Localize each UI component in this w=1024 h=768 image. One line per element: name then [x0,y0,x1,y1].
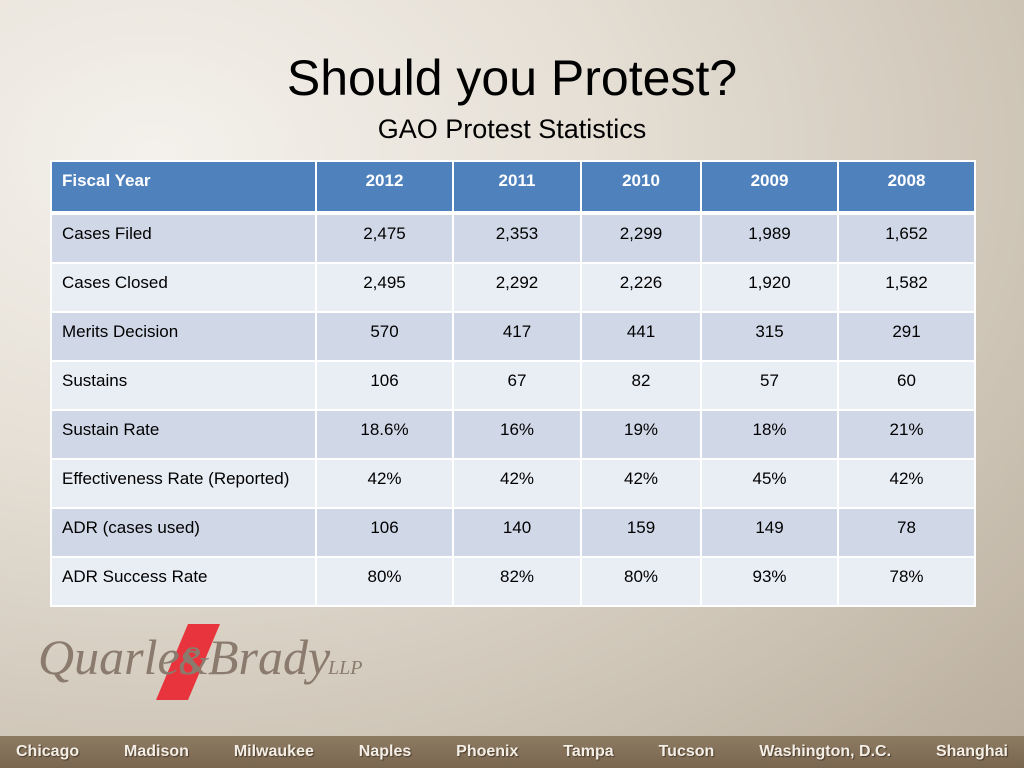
table-cell: 93% [700,556,839,607]
table-header-row: Fiscal Year 2012 2011 2010 2009 2008 [50,160,976,215]
table-cell: 21% [837,409,976,460]
table-cell: 140 [452,507,582,558]
table-row: Effectiveness Rate (Reported) 42% 42% 42… [50,458,976,509]
office-locations-bar: Chicago Madison Milwaukee Naples Phoenix… [0,736,1024,768]
row-label: Cases Filed [50,212,317,264]
table-cell: 106 [315,360,454,411]
table-cell: 315 [700,311,839,362]
table-cell: 45% [700,458,839,509]
table-cell: 80% [315,556,454,607]
table-cell: 16% [452,409,582,460]
table-cell: 42% [452,458,582,509]
logo-text-right: Brady [208,629,331,685]
table-row: Merits Decision 570 417 441 315 291 [50,311,976,362]
row-label: Merits Decision [50,311,317,362]
office-location: Tampa [563,743,614,760]
table-cell: 80% [580,556,702,607]
table-header-cell: Fiscal Year [50,160,317,215]
table-cell: 441 [580,311,702,362]
table-row: ADR Success Rate 80% 82% 80% 93% 78% [50,556,976,607]
table-cell: 417 [452,311,582,362]
row-label: Sustains [50,360,317,411]
table-cell: 159 [580,507,702,558]
row-label: Cases Closed [50,262,317,313]
table-row: Cases Closed 2,495 2,292 2,226 1,920 1,5… [50,262,976,313]
table-cell: 82 [580,360,702,411]
row-label: ADR (cases used) [50,507,317,558]
table-cell: 2,353 [452,212,582,264]
table-cell: 60 [837,360,976,411]
table-cell: 1,920 [700,262,839,313]
table-header-cell: 2010 [580,160,702,215]
table-row: ADR (cases used) 106 140 159 149 78 [50,507,976,558]
table-header-cell: 2009 [700,160,839,215]
table-cell: 106 [315,507,454,558]
table-cell: 2,495 [315,262,454,313]
table-cell: 78 [837,507,976,558]
table-header-cell: 2008 [837,160,976,215]
table-cell: 2,226 [580,262,702,313]
office-location: Phoenix [456,743,519,760]
table-row: Cases Filed 2,475 2,353 2,299 1,989 1,65… [50,212,976,264]
slide-title: Should you Protest? [286,50,738,106]
slide-subtitle: GAO Protest Statistics [377,114,647,144]
table-cell: 42% [315,458,454,509]
table-cell: 57 [700,360,839,411]
office-location: Madison [124,743,189,760]
office-location: Naples [358,743,412,760]
office-location: Washington, D.C. [759,743,892,760]
table-cell: 18% [700,409,839,460]
logo-slash [156,624,220,700]
row-label: Effectiveness Rate (Reported) [50,458,317,509]
table-header-cell: 2011 [452,160,582,215]
logo-text-left: Quarles [38,629,199,685]
office-location: Shanghai [935,743,1008,760]
office-location: Milwaukee [233,743,314,760]
table-cell: 2,299 [580,212,702,264]
table-cell: 67 [452,360,582,411]
table-cell: 1,989 [700,212,839,264]
logo-suffix: LLP [327,657,362,679]
table-cell: 2,475 [315,212,454,264]
protest-statistics-table: Fiscal Year 2012 2011 2010 2009 2008 Cas… [50,160,976,607]
table-cell: 570 [315,311,454,362]
table-cell: 1,582 [837,262,976,313]
table-row: Sustain Rate 18.6% 16% 19% 18% 21% [50,409,976,460]
table-cell: 42% [837,458,976,509]
logo-ampersand: & [178,638,209,683]
table-cell: 82% [452,556,582,607]
table-cell: 291 [837,311,976,362]
table-cell: 2,292 [452,262,582,313]
row-label: Sustain Rate [50,409,317,460]
table-header-cell: 2012 [315,160,454,215]
table-cell: 78% [837,556,976,607]
office-location: Tucson [658,743,715,760]
table-cell: 149 [700,507,839,558]
table-cell: 42% [580,458,702,509]
table-cell: 1,652 [837,212,976,264]
table-cell: 18.6% [315,409,454,460]
table-row: Sustains 106 67 82 57 60 [50,360,976,411]
office-location: Chicago [16,743,80,760]
table-cell: 19% [580,409,702,460]
quarles-brady-logo: Quarles & Brady LLP [38,624,362,700]
row-label: ADR Success Rate [50,556,317,607]
